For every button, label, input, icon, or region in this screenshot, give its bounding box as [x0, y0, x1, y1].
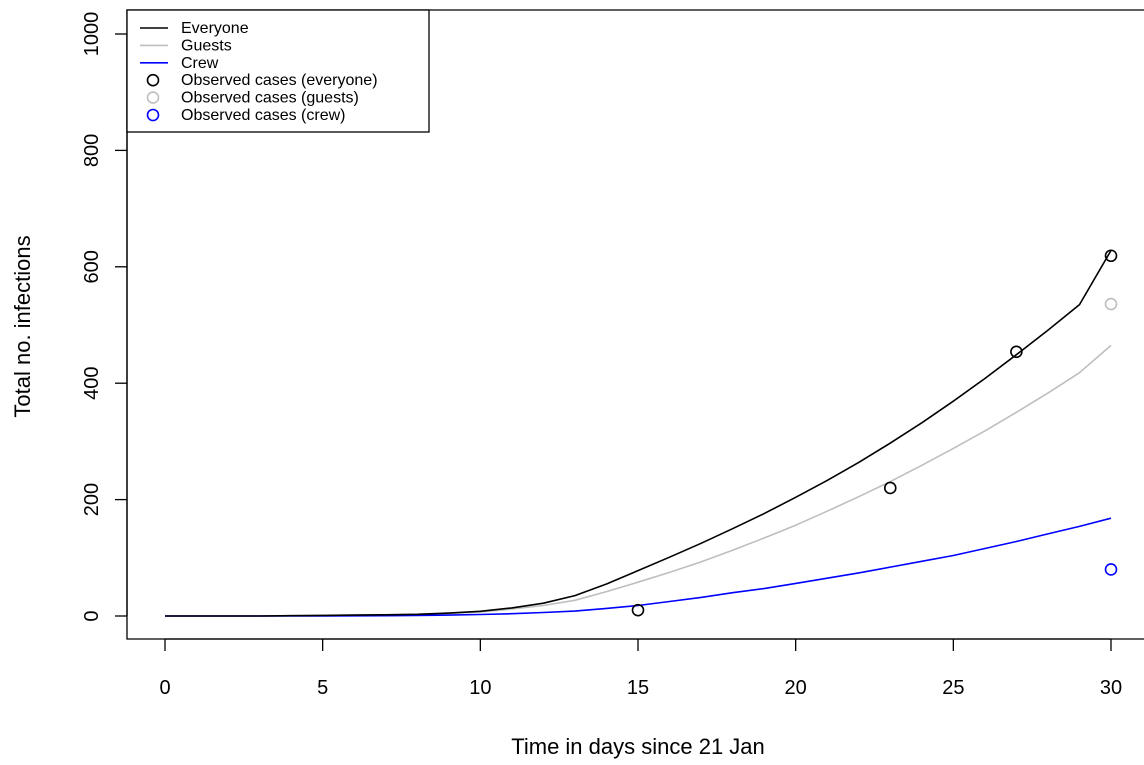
legend-label: Observed cases (crew) [181, 107, 346, 124]
observed-point [1104, 249, 1118, 263]
observed-point [1104, 563, 1118, 576]
legend-label: Crew [181, 55, 219, 72]
series-layer [165, 250, 1112, 617]
legend-point-swatch [146, 91, 160, 104]
legend-label: Everyone [181, 20, 249, 37]
legend-box [126, 9, 430, 133]
x-tick-label: 30 [1100, 677, 1122, 699]
y-axis: 0 200 400 600 800 1000 [81, 12, 128, 622]
y-tick-label: 1000 [81, 12, 103, 57]
series-line-crew [165, 517, 1112, 617]
y-axis-title: Total no. infections [10, 235, 35, 417]
x-tick-label: 20 [785, 677, 807, 699]
x-tick-label: 25 [942, 677, 964, 699]
observed-point [883, 481, 897, 495]
series-line-guests [165, 344, 1112, 617]
legend-point-swatch [146, 73, 160, 87]
legend-label: Observed cases (guests) [181, 90, 359, 107]
x-tick-label: 5 [317, 677, 328, 699]
x-tick-label: 0 [159, 677, 170, 699]
x-tick-label: 10 [469, 677, 491, 699]
x-axis: 0 5 10 15 20 25 30 [159, 638, 1122, 699]
y-tick-label: 600 [81, 250, 103, 283]
observed-point [1010, 345, 1023, 359]
observed-point [1104, 297, 1118, 311]
y-tick-label: 200 [81, 483, 103, 516]
y-tick-label: 800 [81, 134, 103, 167]
legend-label: Guests [181, 37, 232, 54]
series-line-everyone [165, 250, 1112, 617]
y-tick-label: 400 [81, 367, 103, 400]
observed-points-layer [631, 249, 1118, 617]
legend-label: Observed cases (everyone) [181, 72, 378, 89]
y-tick-label: 0 [81, 610, 103, 621]
legend-point-swatch [146, 108, 160, 122]
x-axis-title: Time in days since 21 Jan [511, 734, 765, 759]
x-tick-label: 15 [627, 677, 649, 699]
observed-point [631, 603, 645, 617]
